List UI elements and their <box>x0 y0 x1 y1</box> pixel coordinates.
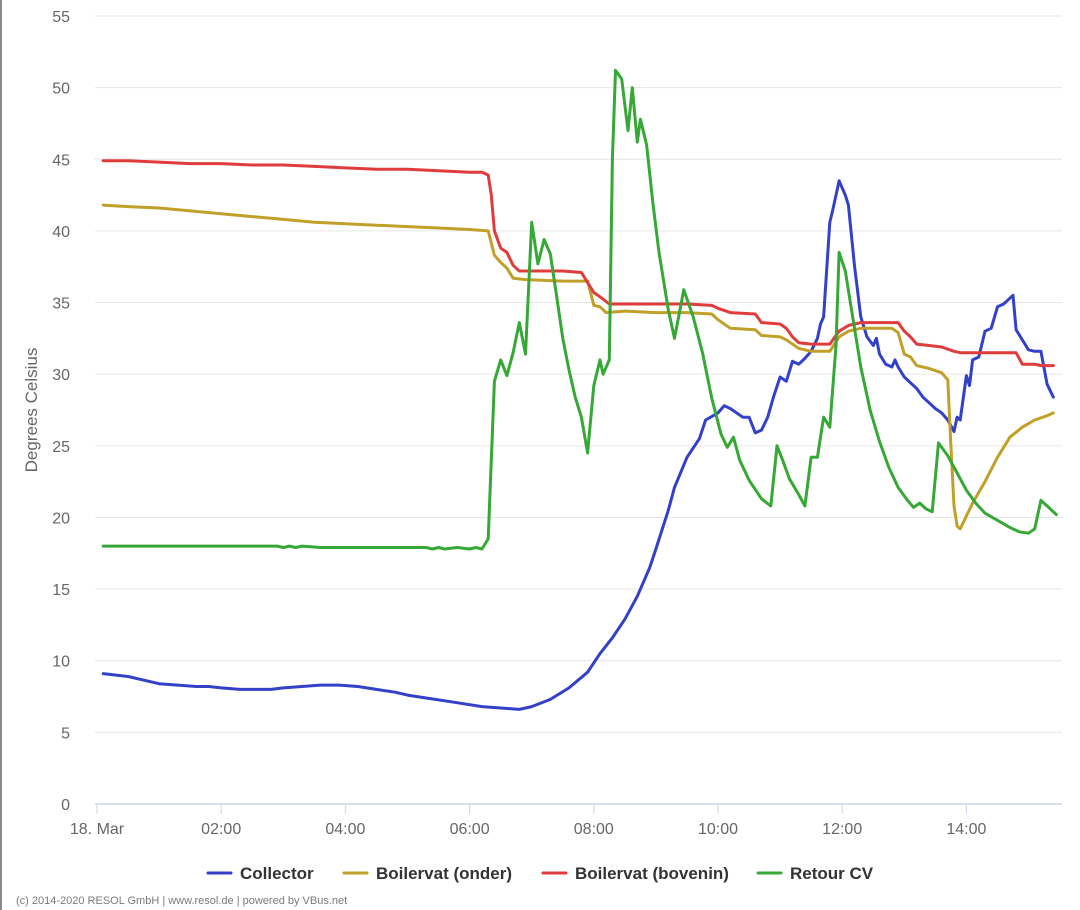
legend-item-collector[interactable]: Collector <box>206 864 314 883</box>
x-tick-label: 06:00 <box>450 821 490 838</box>
x-tick-label: 14:00 <box>946 821 986 838</box>
y-tick-label: 0 <box>61 797 70 814</box>
y-axis-tick-labels: 0 5 10 15 20 25 30 35 40 45 50 55 <box>52 9 70 814</box>
legend-label: Boilervat (onder) <box>376 864 512 883</box>
grid-lines <box>95 15 1062 733</box>
y-tick-label: 25 <box>52 439 70 456</box>
footer-copyright: (c) 2014-2020 RESOL GmbH | www.resol.de … <box>16 895 348 907</box>
x-tick-label: 04:00 <box>325 821 365 838</box>
x-axis-tick-labels: 18. Mar 02:00 04:00 06:00 08:00 10:00 12:00 14:… <box>70 821 987 838</box>
legend-item-boilervat-onder[interactable]: Boilervat (onder) <box>342 864 512 883</box>
legend-label: Collector <box>240 864 314 883</box>
legend-label: Boilervat (bovenin) <box>575 864 729 883</box>
y-tick-label: 55 <box>52 9 70 26</box>
x-tick-label: 08:00 <box>574 821 614 838</box>
y-tick-label: 20 <box>52 510 70 527</box>
y-tick-label: 50 <box>52 81 70 98</box>
y-axis-label: Degrees Celsius <box>22 348 41 473</box>
x-tick-label: 18. Mar <box>70 821 125 838</box>
y-tick-label: 45 <box>52 152 70 169</box>
legend-item-retour-cv[interactable]: Retour CV <box>756 864 874 883</box>
x-tick-label: 12:00 <box>822 821 862 838</box>
series-line-boilervat-onder <box>101 203 1055 531</box>
series-lines <box>101 68 1058 711</box>
x-tick-label: 02:00 <box>201 821 241 838</box>
y-tick-label: 35 <box>52 296 70 313</box>
x-axis <box>95 803 1062 814</box>
y-tick-label: 40 <box>52 224 70 241</box>
series-line-boilervat-bovenin <box>101 159 1055 368</box>
legend-label: Retour CV <box>790 864 874 883</box>
y-tick-label: 10 <box>52 654 70 671</box>
y-tick-label: 30 <box>52 367 70 384</box>
x-tick-label: 10:00 <box>698 821 738 838</box>
series-line-retour-cv <box>101 68 1058 551</box>
series-line-collector <box>101 179 1055 711</box>
legend-item-boilervat-bovenin[interactable]: Boilervat (bovenin) <box>541 864 729 883</box>
y-tick-label: 15 <box>52 582 70 599</box>
legend[interactable]: Collector Boilervat (onder) Boilervat (bov… <box>206 864 874 883</box>
window-left-border <box>0 0 2 910</box>
y-tick-label: 5 <box>61 725 70 742</box>
